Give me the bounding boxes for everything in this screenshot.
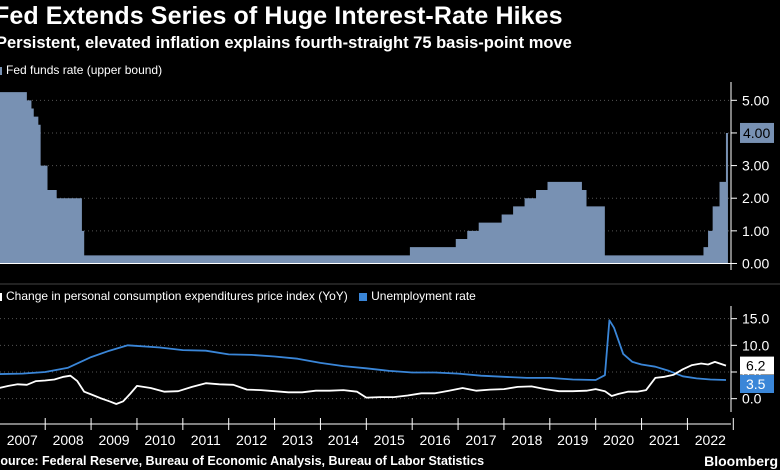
top-ytick-label: 3.00 <box>742 158 769 174</box>
source-note: Source: Federal Reserve, Bureau of Econo… <box>0 454 485 468</box>
top-ytick-label: 1.00 <box>742 223 769 239</box>
x-tick-label: 2014 <box>328 432 359 448</box>
unemployment-legend-label: Unemployment rate <box>371 289 476 303</box>
x-tick-label: 2021 <box>649 432 680 448</box>
x-tick-label: 2011 <box>191 432 221 448</box>
x-tick-label: 2013 <box>282 432 313 448</box>
pce-last-badge <box>740 356 774 375</box>
unemployment-line <box>0 319 727 381</box>
x-tick-label: 2018 <box>511 432 542 448</box>
x-tick-label: 2010 <box>144 432 175 448</box>
x-tick-label: 2019 <box>557 432 588 448</box>
x-tick-label: 2022 <box>695 432 726 448</box>
top-ytick-label: 5.00 <box>742 92 769 108</box>
top-ytick-label: 0.00 <box>742 255 769 271</box>
chart-title: Fed Extends Series of Huge Interest-Rate… <box>0 2 563 30</box>
bottom-ytick-label: 15.0 <box>742 311 769 327</box>
bottom-ytick-label: 0.0 <box>742 391 762 407</box>
fed-funds-last-value: 4.00 <box>743 125 770 141</box>
x-tick-label: 2016 <box>420 432 451 448</box>
chart-subtitle: Persistent, elevated inflation explains … <box>0 34 572 52</box>
unemployment-last-badge <box>740 375 774 393</box>
unemployment-legend-swatch <box>359 292 368 301</box>
fed-funds-area <box>0 92 728 264</box>
x-tick-label: 2007 <box>7 432 38 448</box>
x-tick-label: 2008 <box>53 432 84 448</box>
top-panel-legend: Fed funds rate (upper bound) <box>0 63 162 77</box>
bottom-panel-legend: Change in personal consumption expenditu… <box>0 289 476 303</box>
x-tick-label: 2015 <box>374 432 405 448</box>
unemployment-last-value: 3.5 <box>746 376 766 392</box>
x-tick-label: 2009 <box>98 432 129 448</box>
fed-funds-legend-label: Fed funds rate (upper bound) <box>6 63 163 77</box>
pce-last-value: 6.2 <box>746 358 766 374</box>
bottom-ytick-label: 10.0 <box>742 337 769 353</box>
fed-funds-legend-swatch <box>0 66 2 75</box>
pce-legend-label: Change in personal consumption expenditu… <box>6 289 348 303</box>
top-ytick-label: 2.00 <box>742 190 769 206</box>
x-tick-label: 2017 <box>465 432 496 448</box>
fed-funds-last-badge <box>740 122 774 143</box>
pce-legend-swatch <box>0 292 2 301</box>
x-tick-label: 2020 <box>603 432 634 448</box>
x-tick-label: 2012 <box>236 432 267 448</box>
bloomberg-logo: Bloomberg <box>704 453 778 469</box>
pce-line <box>0 360 727 405</box>
